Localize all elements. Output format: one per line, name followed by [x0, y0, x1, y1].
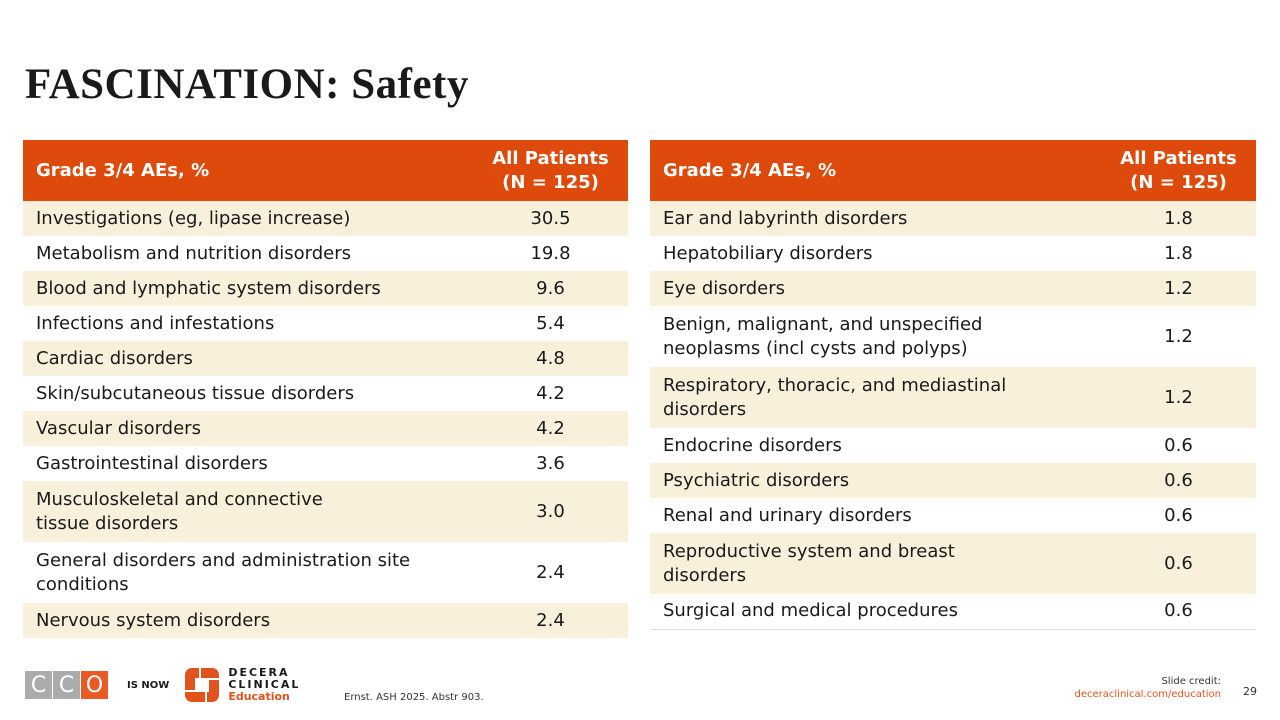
ae-value: 1.2	[1164, 325, 1193, 347]
table-row: Respiratory, thoracic, and mediastinal d…	[650, 367, 1256, 428]
footer-logos: C C O IS NOW DECERA CLINICAL Education	[25, 667, 300, 703]
decera-line1: DECERA	[228, 666, 290, 679]
table-row: Investigations (eg, lipase increase) 30.5	[23, 201, 628, 236]
ae-label: Eye disorders	[650, 271, 1101, 306]
table-row: Skin/subcutaneous tissue disorders 4.2	[23, 376, 628, 411]
citation: Ernst. ASH 2025. Abstr 903.	[344, 692, 484, 703]
table-row: Vascular disorders 4.2	[23, 411, 628, 446]
ae-label: Endocrine disorders	[663, 434, 842, 456]
ae-label: Respiratory, thoracic, and mediastinal d…	[650, 367, 1101, 428]
cco-letter: C	[53, 671, 80, 699]
table-header-row: Grade 3/4 AEs, % All Patients (N = 125)	[650, 140, 1256, 201]
table-row: Renal and urinary disorders 0.6	[650, 498, 1256, 533]
ae-label: Skin/subcutaneous tissue disorders	[36, 382, 355, 404]
ae-label: Hepatobiliary disorders	[663, 242, 873, 264]
table-row: Psychiatric disorders 0.6	[650, 463, 1256, 498]
ae-value: 1.2	[1101, 271, 1256, 306]
decera-line3: Education	[228, 690, 290, 703]
ae-value: 4.2	[473, 411, 628, 446]
table-row: Hepatobiliary disorders 1.8	[650, 236, 1256, 271]
ae-label: Surgical and medical procedures	[650, 594, 1101, 630]
table-row: Surgical and medical procedures 0.6	[650, 594, 1256, 630]
cco-letter: O	[81, 671, 108, 699]
is-now-label: IS NOW	[127, 679, 170, 691]
column-header-ae: Grade 3/4 AEs, %	[23, 140, 473, 201]
table-row: Endocrine disorders 0.6	[650, 428, 1256, 463]
table-row: Blood and lymphatic system disorders 9.6	[23, 271, 628, 306]
table-row: Reproductive system and breast disorders…	[650, 533, 1256, 594]
table-row: General disorders and administration sit…	[23, 542, 628, 603]
ae-value: 19.8	[530, 242, 571, 264]
ae-label: Blood and lymphatic system disorders	[23, 271, 473, 306]
ae-label: Infections and infestations	[36, 312, 275, 334]
ae-label: Investigations (eg, lipase increase)	[23, 201, 473, 236]
ae-label: Psychiatric disorders	[650, 463, 1101, 498]
table-row: Nervous system disorders 2.4	[23, 603, 628, 638]
ae-value: 4.8	[473, 341, 628, 376]
cco-letter: C	[25, 671, 52, 699]
decera-logo-icon	[185, 668, 220, 702]
ae-value: 0.6	[1101, 463, 1256, 498]
column-header-ae: Grade 3/4 AEs, %	[650, 140, 1101, 201]
ae-value: 0.6	[1101, 533, 1256, 594]
slide-credit: Slide credit: deceraclinical.com/educati…	[1075, 675, 1222, 701]
ae-value: 5.4	[536, 312, 565, 334]
ae-value: 2.4	[536, 561, 565, 583]
ae-label: Ear and labyrinth disorders	[650, 201, 1101, 236]
ae-value: 3.0	[473, 481, 628, 542]
ae-label: Cardiac disorders	[23, 341, 473, 376]
column-header-all-patients: All Patients (N = 125)	[473, 140, 628, 201]
ae-label: Reproductive system and breast disorders	[650, 533, 1101, 594]
column-header-all-patients: All Patients (N = 125)	[1101, 140, 1256, 201]
ae-value: 30.5	[473, 201, 628, 236]
ae-table-left: Grade 3/4 AEs, % All Patients (N = 125) …	[23, 140, 628, 638]
slide-credit-label: Slide credit:	[1161, 676, 1221, 687]
ae-label: Vascular disorders	[23, 411, 473, 446]
ae-value: 0.6	[1164, 434, 1193, 456]
slide-credit-link[interactable]: deceraclinical.com/education	[1074, 689, 1222, 700]
cco-logo: C C O	[25, 671, 109, 699]
ae-label: Nervous system disorders	[23, 603, 473, 638]
column-header-line1: All Patients	[492, 147, 609, 169]
ae-value: 2.4	[473, 603, 628, 638]
ae-value: 1.8	[1101, 201, 1256, 236]
column-header-line1: All Patients	[1120, 147, 1237, 169]
ae-label: Benign, malignant, and unspecified neopl…	[663, 313, 983, 359]
ae-value: 1.8	[1164, 242, 1193, 264]
decera-wordmark: DECERA CLINICAL Education	[228, 667, 300, 703]
page-number: 29	[1243, 685, 1257, 698]
ae-value: 0.6	[1164, 504, 1193, 526]
column-header-line2: (N = 125)	[502, 171, 599, 193]
table-row: Ear and labyrinth disorders 1.8	[650, 201, 1256, 236]
column-header-line2: (N = 125)	[1130, 171, 1227, 193]
ae-value: 1.2	[1101, 367, 1256, 428]
table-header-row: Grade 3/4 AEs, % All Patients (N = 125)	[23, 140, 628, 201]
ae-label: Musculoskeletal and connective tissue di…	[23, 481, 473, 542]
ae-value: 3.6	[536, 452, 565, 474]
ae-table-right: Grade 3/4 AEs, % All Patients (N = 125) …	[650, 140, 1256, 630]
ae-label: Renal and urinary disorders	[663, 504, 912, 526]
decera-line2: CLINICAL	[228, 678, 301, 691]
ae-label: Gastrointestinal disorders	[36, 452, 268, 474]
slide-title: FASCINATION: Safety	[25, 61, 469, 108]
ae-label: General disorders and administration sit…	[36, 549, 411, 595]
ae-label: Metabolism and nutrition disorders	[36, 242, 352, 264]
table-row: Metabolism and nutrition disorders 19.8	[23, 236, 628, 271]
table-row: Cardiac disorders 4.8	[23, 341, 628, 376]
ae-value: 0.6	[1101, 594, 1256, 630]
table-row: Musculoskeletal and connective tissue di…	[23, 481, 628, 542]
table-row: Eye disorders 1.2	[650, 271, 1256, 306]
table-row: Benign, malignant, and unspecified neopl…	[650, 306, 1256, 367]
ae-value: 4.2	[536, 382, 565, 404]
table-row: Gastrointestinal disorders 3.6	[23, 446, 628, 481]
ae-value: 9.6	[473, 271, 628, 306]
table-row: Infections and infestations 5.4	[23, 306, 628, 341]
